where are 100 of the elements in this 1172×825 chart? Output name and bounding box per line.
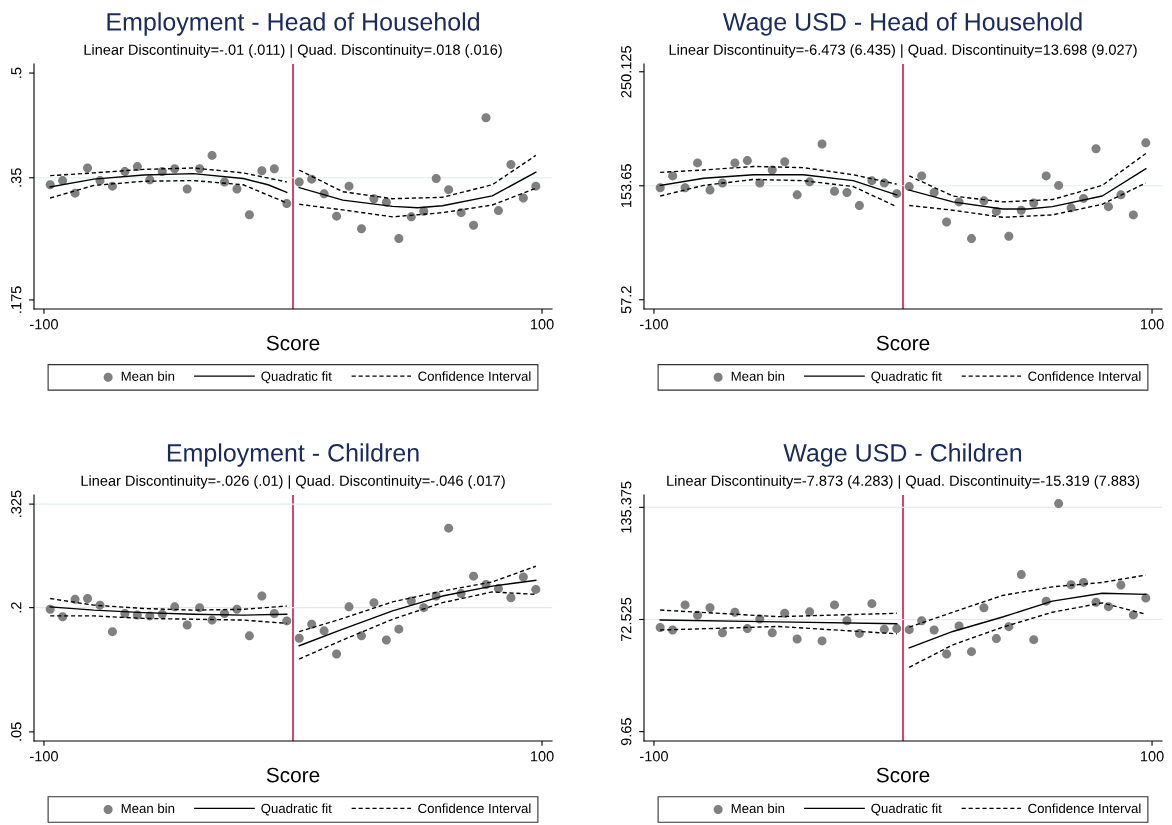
point (1054, 499, 1064, 509)
y-tick-label: .05 (11, 722, 22, 741)
point (469, 220, 479, 230)
point (182, 620, 192, 630)
point (705, 185, 715, 195)
point (257, 166, 267, 176)
point (531, 584, 541, 594)
legend-label: Quadratic fit (871, 803, 942, 816)
point (1128, 210, 1138, 220)
legend-label: Quadratic fit (261, 803, 332, 816)
x-tick-label: 100 (530, 319, 554, 330)
point (1054, 180, 1064, 190)
y-tick-label: 250.125 (621, 46, 632, 98)
point (170, 164, 180, 174)
point (356, 224, 366, 234)
line-series (298, 579, 537, 647)
point (506, 593, 516, 603)
point (195, 164, 205, 174)
point (917, 171, 927, 181)
point (1141, 138, 1151, 148)
point (780, 157, 790, 167)
x-tick-label: -100 (30, 751, 58, 762)
point (83, 594, 93, 604)
point (830, 600, 840, 610)
chart-subtitle: Linear Discontinuity=-7.873 (4.283) | Quad. Discontinuity=-15.319 (7.883) (667, 475, 1140, 489)
point (444, 185, 454, 195)
point (792, 634, 802, 644)
y-tick-label: .175 (11, 286, 22, 313)
point (904, 182, 914, 192)
chart-subtitle: Linear Discontinuity=-.026 (.01) | Quad. Discontinuity=-.046 (.017) (81, 475, 505, 489)
point (83, 163, 93, 173)
point (394, 624, 404, 634)
point (1103, 202, 1113, 212)
chart-title: Employment - Head of Household (107, 12, 479, 36)
x-tick-label: -100 (30, 319, 58, 330)
point (444, 523, 454, 533)
point (107, 627, 117, 637)
point (979, 603, 989, 613)
point (892, 624, 902, 634)
x-axis-title: Score (876, 335, 930, 351)
x-axis-title: Score (266, 767, 320, 783)
y-tick-label: 57.2 (621, 286, 632, 314)
point (1016, 570, 1026, 580)
point (792, 190, 802, 200)
point (369, 598, 379, 608)
legend-label: Confidence Interval (418, 371, 531, 381)
point (817, 139, 827, 149)
point (942, 217, 952, 227)
x-tick-label: -100 (640, 751, 668, 762)
point (269, 164, 279, 174)
legend-label: Confidence Interval (1028, 803, 1141, 814)
point (929, 625, 939, 635)
legend-label: Mean bin (121, 803, 175, 814)
point (817, 636, 827, 646)
point (1004, 231, 1014, 241)
point (780, 608, 790, 618)
point (244, 210, 254, 220)
point (842, 187, 852, 197)
point (693, 158, 703, 168)
point (344, 181, 354, 191)
point (942, 649, 952, 659)
point (481, 113, 491, 123)
point (282, 199, 292, 209)
point (1091, 144, 1101, 154)
legend-label: Mean bin (121, 371, 175, 381)
x-tick-label: 100 (530, 751, 554, 762)
point (469, 571, 479, 581)
point (904, 625, 914, 635)
point (493, 206, 503, 216)
chart-title: Wage USD - Children (783, 443, 1022, 467)
legend-label: Quadratic fit (261, 371, 332, 384)
y-tick-label: 9.65 (621, 718, 632, 746)
legend-label: Quadratic fit (871, 371, 942, 384)
point (244, 631, 254, 641)
point (730, 158, 740, 168)
point (518, 193, 528, 203)
y-tick-label: .2 (11, 602, 22, 613)
legend-label: Mean bin (731, 371, 785, 381)
chart-title: Employment - Children (167, 443, 419, 467)
point (506, 160, 516, 170)
point (805, 607, 815, 617)
point (966, 234, 976, 244)
chart-title: Wage USD - Head of Household (722, 12, 1082, 36)
x-tick-label: -100 (640, 319, 668, 330)
point (332, 211, 342, 221)
point (319, 626, 329, 636)
point (867, 599, 877, 609)
point (717, 628, 727, 638)
point (232, 184, 242, 194)
point (991, 634, 1001, 644)
point (394, 234, 404, 243)
point (170, 602, 180, 612)
point (518, 572, 528, 582)
y-tick-label: .5 (11, 67, 22, 78)
point (182, 184, 192, 194)
point (282, 616, 292, 626)
point (680, 600, 690, 610)
point (431, 173, 441, 183)
chart-subtitle: Linear Discontinuity=-.01 (.011) | Quad. Discontinuity=.018 (.016) (84, 44, 502, 58)
x-axis-title: Score (266, 335, 320, 351)
